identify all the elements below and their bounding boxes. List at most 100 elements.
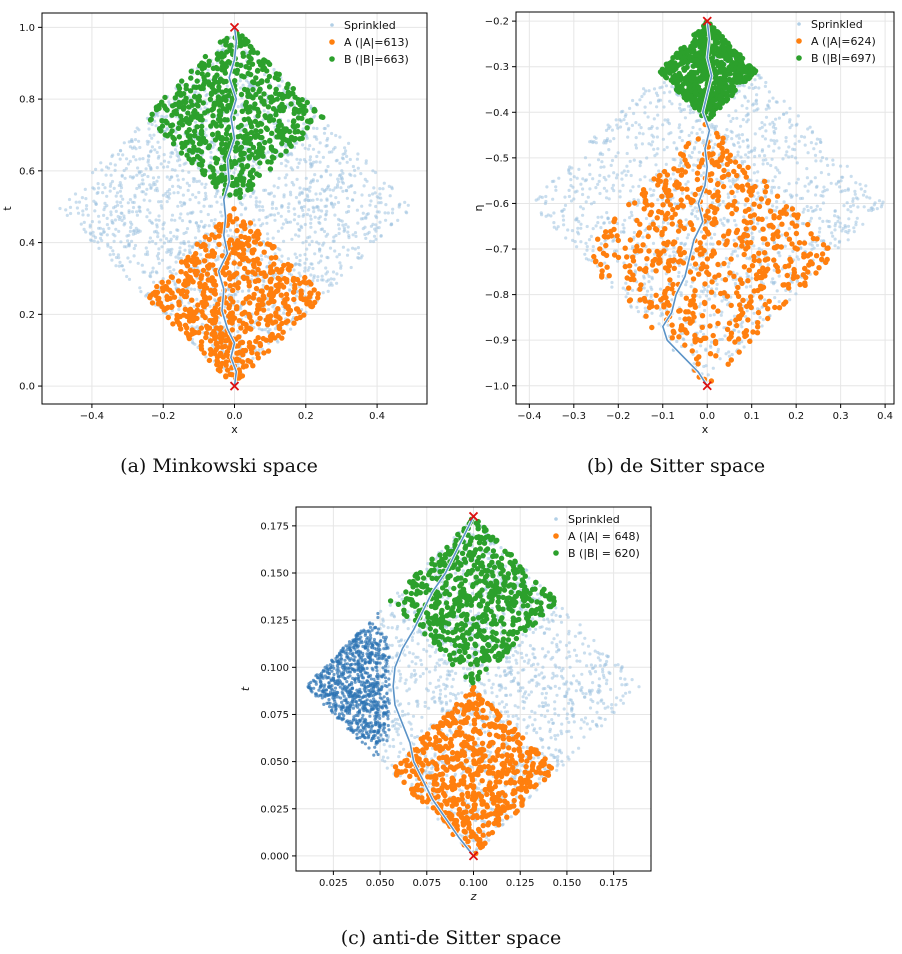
point-sprinkled bbox=[610, 186, 614, 190]
point-sprinkled bbox=[311, 198, 315, 202]
point-sprinkled bbox=[777, 300, 781, 304]
point-b bbox=[212, 100, 219, 107]
point-a bbox=[202, 314, 208, 321]
point-sprinkled bbox=[787, 182, 791, 186]
point-sprinkled bbox=[326, 289, 330, 293]
point-sprinkled bbox=[293, 212, 297, 216]
point-b bbox=[223, 87, 229, 94]
point-sprinkled bbox=[732, 314, 737, 318]
point-b bbox=[320, 114, 326, 121]
point-sprinkled bbox=[373, 191, 377, 195]
point-sprinkled bbox=[170, 213, 175, 217]
point-a bbox=[209, 248, 216, 254]
point-sprinkled bbox=[124, 245, 128, 249]
point-sprinkled bbox=[814, 193, 818, 197]
point-sprinkled bbox=[236, 266, 240, 270]
point-sprinkled bbox=[204, 127, 208, 131]
point-sprinkled bbox=[564, 236, 568, 240]
point-sprinkled bbox=[333, 249, 337, 253]
point-sprinkled bbox=[814, 159, 818, 163]
point-sprinkled bbox=[772, 139, 776, 143]
point-b bbox=[299, 97, 305, 103]
point-b bbox=[207, 164, 214, 170]
point-sprinkled bbox=[156, 235, 160, 239]
point-sprinkled bbox=[662, 105, 666, 109]
point-sprinkled bbox=[272, 184, 276, 188]
point-sprinkled bbox=[293, 252, 297, 256]
point-sprinkled bbox=[257, 218, 261, 222]
point-sprinkled bbox=[133, 193, 137, 197]
point-sprinkled bbox=[226, 287, 230, 291]
point-a bbox=[250, 363, 256, 369]
point-sprinkled bbox=[600, 215, 604, 219]
point-a bbox=[255, 321, 262, 327]
point-sprinkled bbox=[327, 283, 332, 287]
point-sprinkled bbox=[704, 294, 709, 298]
point-sprinkled bbox=[725, 128, 729, 132]
point-sprinkled bbox=[345, 210, 349, 214]
point-sprinkled bbox=[745, 120, 749, 124]
point-sprinkled bbox=[596, 182, 600, 186]
point-sprinkled bbox=[258, 200, 262, 204]
point-sprinkled bbox=[652, 87, 657, 91]
point-sprinkled bbox=[554, 188, 558, 192]
point-a bbox=[232, 282, 238, 288]
point-sprinkled bbox=[287, 202, 291, 206]
point-sprinkled bbox=[263, 328, 267, 332]
point-b bbox=[191, 93, 198, 100]
point-sprinkled bbox=[334, 196, 338, 200]
point-sprinkled bbox=[838, 185, 842, 189]
point-b bbox=[196, 161, 202, 167]
point-sprinkled bbox=[584, 257, 589, 261]
point-sprinkled bbox=[584, 241, 588, 245]
point-sprinkled bbox=[818, 138, 822, 142]
point-sprinkled bbox=[126, 256, 130, 260]
point-sprinkled bbox=[594, 224, 598, 228]
point-sprinkled bbox=[94, 201, 98, 205]
point-sprinkled bbox=[207, 243, 211, 247]
point-sprinkled bbox=[297, 214, 301, 218]
point-sprinkled bbox=[787, 145, 791, 149]
point-sprinkled bbox=[141, 157, 145, 161]
point-sprinkled bbox=[176, 178, 180, 182]
point-sprinkled bbox=[809, 206, 813, 210]
point-sprinkled bbox=[746, 113, 750, 117]
point-sprinkled bbox=[811, 209, 815, 213]
point-sprinkled bbox=[162, 137, 166, 141]
point-a bbox=[695, 136, 701, 142]
point-b bbox=[274, 134, 280, 140]
point-a bbox=[222, 272, 228, 278]
point-sprinkled bbox=[787, 227, 792, 231]
point-sprinkled bbox=[101, 191, 105, 195]
point-sprinkled bbox=[88, 223, 92, 227]
point-sprinkled bbox=[347, 204, 351, 209]
point-sprinkled bbox=[737, 341, 742, 345]
point-sprinkled bbox=[147, 140, 151, 144]
point-sprinkled bbox=[303, 269, 307, 273]
point-sprinkled bbox=[189, 287, 193, 291]
point-sprinkled bbox=[610, 128, 615, 132]
point-sprinkled bbox=[109, 182, 113, 186]
point-sprinkled bbox=[338, 261, 342, 265]
point-b bbox=[257, 95, 264, 101]
point-sprinkled bbox=[260, 258, 264, 262]
point-b bbox=[186, 127, 192, 133]
point-sprinkled bbox=[151, 266, 155, 270]
point-sprinkled bbox=[752, 311, 756, 315]
point-sprinkled bbox=[719, 313, 723, 317]
point-sprinkled bbox=[379, 234, 383, 238]
point-sprinkled bbox=[668, 177, 673, 181]
point-sprinkled bbox=[171, 151, 175, 155]
point-sprinkled bbox=[112, 252, 116, 256]
point-sprinkled bbox=[339, 273, 344, 277]
point-sprinkled bbox=[836, 246, 840, 250]
point-sprinkled bbox=[758, 315, 762, 320]
point-sprinkled bbox=[353, 231, 358, 235]
point-sprinkled bbox=[575, 216, 579, 220]
point-sprinkled bbox=[215, 192, 219, 196]
point-sprinkled bbox=[315, 197, 319, 201]
point-b bbox=[186, 104, 192, 110]
point-sprinkled bbox=[618, 118, 622, 122]
point-sprinkled bbox=[715, 287, 719, 291]
point-b bbox=[241, 41, 248, 47]
